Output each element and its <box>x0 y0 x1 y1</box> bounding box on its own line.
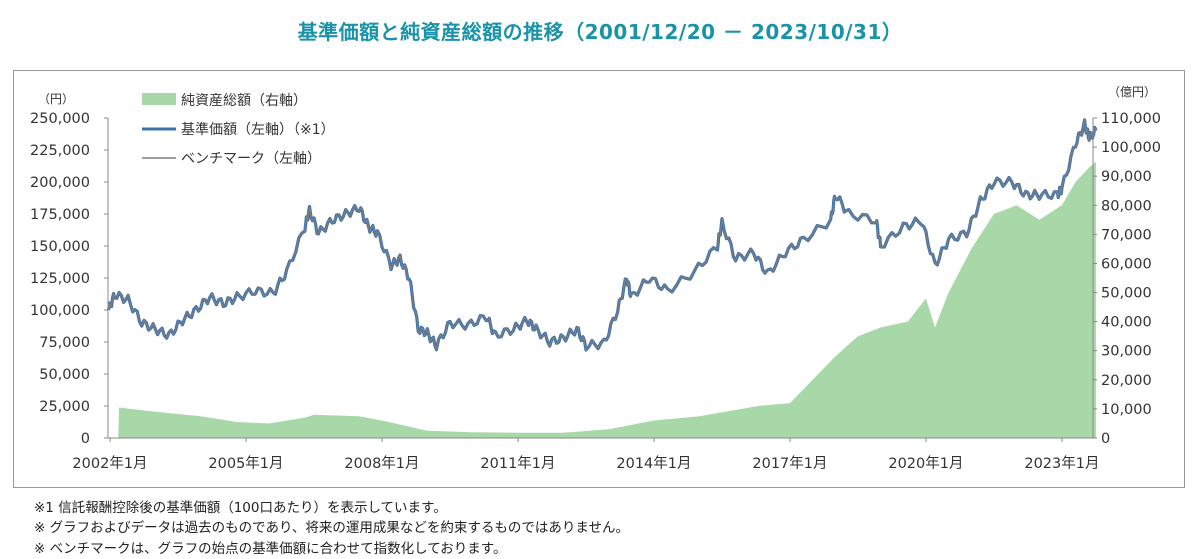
chart: 0 25,000 50,000 75,000 100,000 125,000 150,000… <box>30 85 1161 472</box>
legend-nav: 基準価額（左軸）（※1） <box>181 121 335 138</box>
left-tick-label: 175,000 <box>30 207 90 223</box>
left-axis-unit: （円） <box>38 92 74 106</box>
left-tick-label: 100,000 <box>30 303 90 319</box>
left-tick-label: 75,000 <box>39 335 90 351</box>
legend-net-assets: 純資産総額（右軸） <box>181 93 307 109</box>
right-tick-label: 90,000 <box>1101 169 1152 185</box>
chart-title: 基準価額と純資産総額の推移（2001/12/20 － 2023/10/31） <box>297 20 903 44</box>
x-tick-label: 2008年1月 <box>344 455 419 472</box>
right-tick-label: 20,000 <box>1101 373 1152 389</box>
right-tick-label: 0 <box>1101 431 1110 447</box>
x-tick-label: 2023年1月 <box>1024 455 1099 472</box>
x-tick-label: 2020年1月 <box>888 455 963 472</box>
x-tick-label: 2002年1月 <box>72 455 147 472</box>
left-tick-label: 0 <box>81 431 90 447</box>
left-tick-label: 225,000 <box>30 143 90 159</box>
left-tick-label: 125,000 <box>30 271 90 287</box>
right-tick-label: 30,000 <box>1101 344 1152 360</box>
left-tick-label: 25,000 <box>39 399 90 415</box>
right-axis-unit: （億円） <box>1108 85 1156 99</box>
legend: 純資産総額（右軸） 基準価額（左軸）（※1） ベンチマーク（左軸） <box>142 93 335 167</box>
left-tick-label: 200,000 <box>30 175 90 191</box>
left-tick-label: 150,000 <box>30 239 90 255</box>
footnote-1: ※1 信託報酬控除後の基準価額（100口あたり）を表示しています。 <box>34 500 447 516</box>
right-tick-label: 40,000 <box>1101 315 1152 331</box>
right-tick-label: 50,000 <box>1101 286 1152 302</box>
net-assets-area <box>108 161 1096 438</box>
footnote-3: ※ ベンチマークは、グラフの始点の基準価額に合わせて指数化しております。 <box>34 541 507 557</box>
right-tick-label: 80,000 <box>1101 198 1152 214</box>
legend-swatch-net-assets <box>142 93 176 105</box>
x-tick-label: 2017年1月 <box>752 455 827 472</box>
right-tick-label: 60,000 <box>1101 256 1152 272</box>
right-tick-label: 110,000 <box>1101 111 1161 127</box>
footnote-2: ※ グラフおよびデータは過去のものであり、将来の運用成果などを約束するものではあ… <box>34 520 630 536</box>
chart-frame <box>13 70 1185 488</box>
x-tick-label: 2014年1月 <box>616 455 691 472</box>
right-tick-label: 100,000 <box>1101 140 1161 156</box>
right-tick-label: 70,000 <box>1101 227 1152 243</box>
left-tick-label: 250,000 <box>30 111 90 127</box>
left-tick-label: 50,000 <box>39 367 90 383</box>
x-tick-label: 2005年1月 <box>208 455 283 472</box>
x-tick-label: 2011年1月 <box>480 455 555 472</box>
right-tick-label: 10,000 <box>1101 402 1152 418</box>
legend-benchmark: ベンチマーク（左軸） <box>181 151 321 167</box>
benchmark-line <box>108 119 1097 351</box>
